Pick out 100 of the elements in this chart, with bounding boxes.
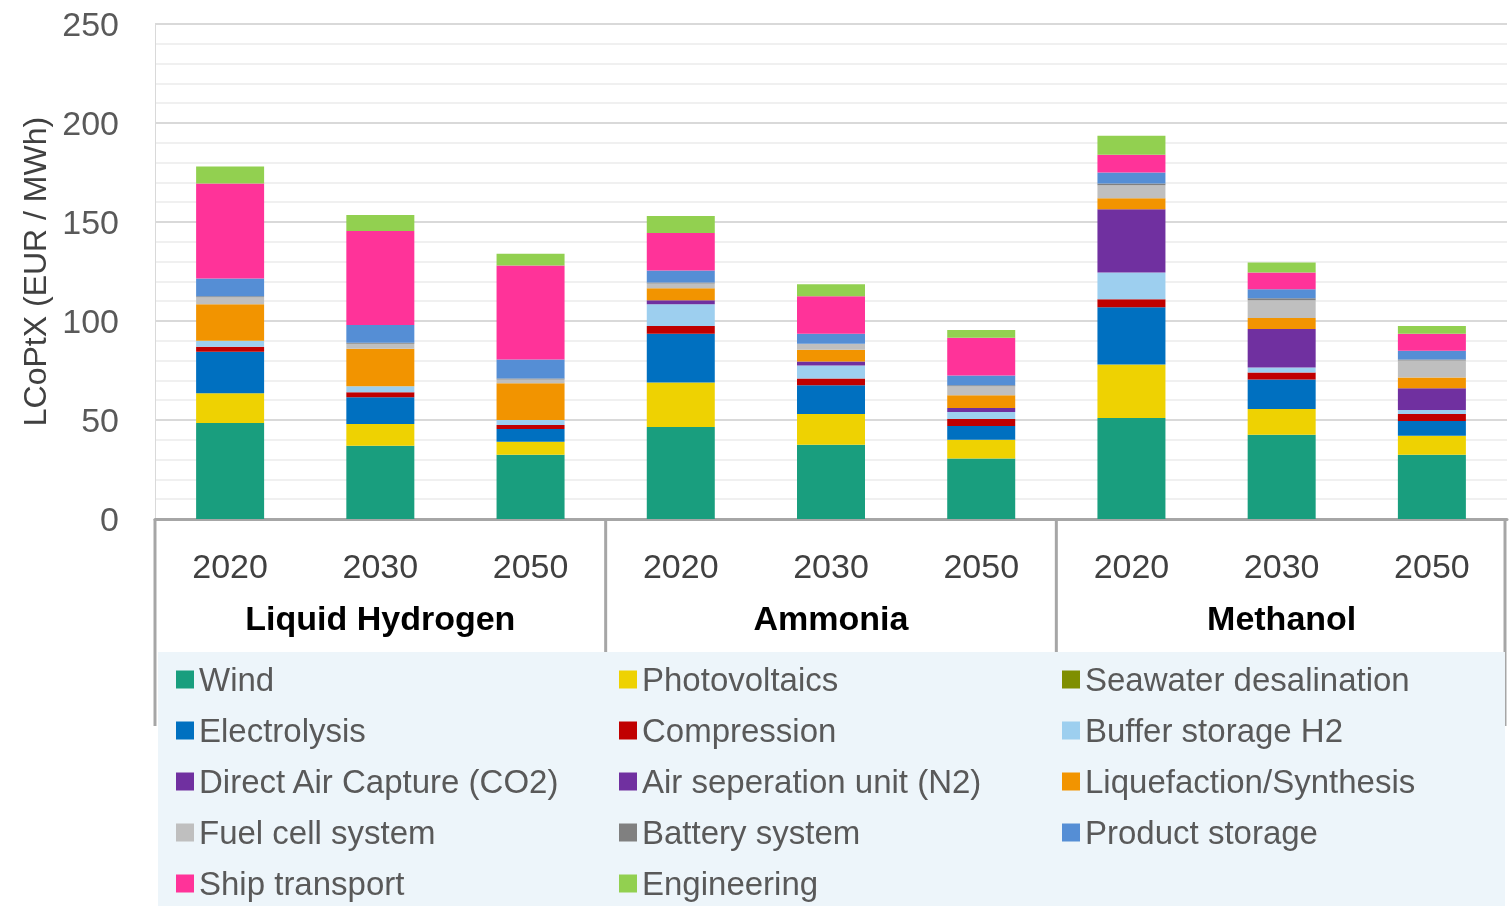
bar [797, 365, 865, 379]
text: Methanol [1207, 599, 1357, 637]
bar [1097, 185, 1166, 199]
bar [346, 343, 415, 349]
y-tick-label: 50 [81, 401, 119, 439]
bar [196, 297, 265, 305]
bar [346, 215, 415, 231]
bar [797, 343, 865, 350]
bar [1097, 154, 1166, 173]
bar [346, 445, 415, 519]
bar [1247, 379, 1316, 410]
bar [346, 392, 415, 398]
bar [1097, 364, 1166, 419]
y-tick-label: 150 [62, 203, 119, 241]
bar [196, 183, 265, 279]
bar [1097, 172, 1166, 184]
bar [496, 379, 565, 384]
bar [196, 278, 265, 297]
bar [1397, 325, 1466, 334]
legend-label: Air seperation unit (N2) [642, 763, 982, 800]
bar [346, 324, 415, 343]
bar [947, 375, 1016, 386]
bar [1397, 410, 1466, 415]
legend-label: Wind [199, 661, 275, 698]
bar [196, 393, 265, 423]
bar [797, 349, 865, 362]
bar [496, 454, 565, 519]
bar [1247, 262, 1316, 273]
bar [496, 428, 565, 442]
text: Liquid Hydrogen [245, 599, 516, 637]
bar [646, 232, 715, 271]
bar [797, 378, 865, 386]
bar [947, 458, 1016, 519]
x-tick-label: 2030 [1243, 547, 1320, 585]
legend-label: Direct Air Capture (CO2) [199, 763, 559, 800]
legend-label: Electrolysis [199, 712, 366, 749]
bar [646, 426, 715, 519]
bar [1097, 307, 1166, 365]
bar [496, 253, 565, 266]
bar [1247, 328, 1316, 368]
bar [1247, 272, 1316, 290]
bar [1247, 409, 1316, 435]
bar [496, 424, 565, 429]
bar [1247, 318, 1316, 329]
bar [1097, 209, 1166, 273]
bar [646, 270, 715, 283]
x-tick-label: 2020 [642, 547, 719, 585]
bar [1397, 377, 1466, 389]
bar [1397, 388, 1466, 411]
legend-label: Product storage [1085, 814, 1318, 851]
bar [1397, 360, 1466, 378]
bar [646, 325, 715, 334]
legend-label: Battery system [642, 814, 861, 851]
bar [1397, 414, 1466, 421]
bar [797, 284, 865, 297]
bar [1397, 420, 1466, 436]
bar [346, 386, 415, 393]
bar [797, 444, 865, 519]
bar [947, 395, 1016, 409]
y-tick-label: 200 [62, 104, 119, 142]
bar [196, 166, 265, 184]
bar [1397, 350, 1466, 360]
bar [947, 386, 1016, 396]
x-tick-label: 2050 [492, 547, 569, 585]
y-tick-label: 100 [62, 302, 119, 340]
bar [196, 351, 265, 394]
bar [1247, 372, 1316, 380]
bar [646, 283, 715, 289]
bar [496, 359, 565, 379]
bar [496, 441, 565, 455]
y-tick-label: 0 [100, 500, 119, 538]
legend-label: Compression [642, 712, 837, 749]
bar [1097, 198, 1166, 210]
bar [346, 348, 415, 387]
bar [1247, 289, 1316, 299]
bar [947, 337, 1016, 376]
bar [947, 425, 1016, 440]
legend-label: Fuel cell system [199, 814, 436, 851]
bar [1397, 454, 1466, 519]
bar [646, 333, 715, 383]
bar [646, 288, 715, 301]
text: Ammonia [753, 599, 910, 637]
bar [496, 265, 565, 360]
x-tick-label: 2030 [342, 547, 419, 585]
x-tick-label: 2020 [1093, 547, 1170, 585]
x-tick-label: 2030 [793, 547, 869, 585]
bar [196, 422, 265, 519]
bar [496, 420, 565, 425]
x-tick-label: 2020 [192, 547, 268, 585]
bar [797, 385, 865, 415]
bar [947, 408, 1016, 413]
y-axis-title: LCoPtX (EUR / MWh) [17, 116, 54, 427]
bar [947, 419, 1016, 426]
y-tick-label: 250 [62, 5, 119, 43]
bar [947, 329, 1016, 338]
bar [646, 382, 715, 427]
bar [346, 230, 415, 325]
legend-label: Seawater desalination [1085, 661, 1410, 698]
bar [196, 346, 265, 352]
bar [797, 414, 865, 445]
